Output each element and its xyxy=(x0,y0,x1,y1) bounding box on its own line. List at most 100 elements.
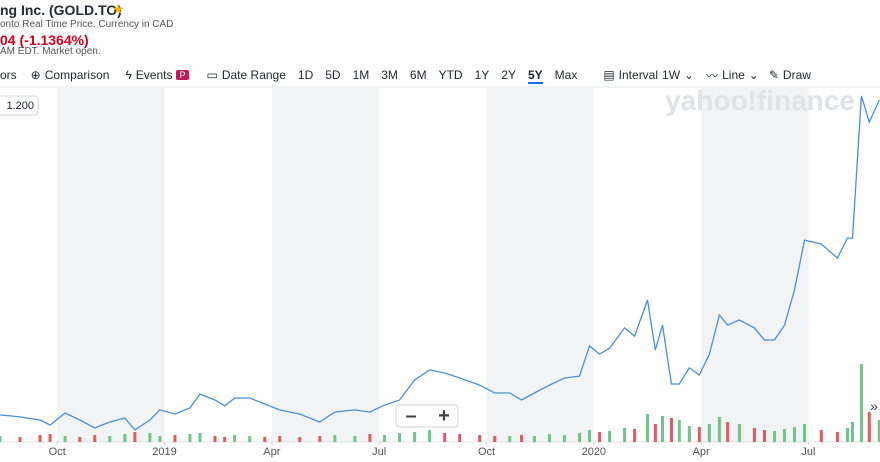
period-band xyxy=(701,88,809,442)
volume-bar xyxy=(48,434,52,442)
range-button[interactable]: 5D xyxy=(325,68,341,82)
date-range[interactable]: Date Range xyxy=(221,68,286,82)
range-button[interactable]: 1Y xyxy=(474,68,490,82)
volume-bar xyxy=(677,420,681,442)
volume-bar xyxy=(737,424,741,442)
price-label: 1.200 xyxy=(6,100,34,112)
volume-bar xyxy=(383,435,387,442)
volume-bar xyxy=(318,436,322,442)
volume-bar xyxy=(38,435,42,442)
interval[interactable]: Interval xyxy=(618,68,659,82)
volume-bar xyxy=(707,424,711,442)
caret: ⌄ xyxy=(684,68,695,82)
x-tick-label: 2020 xyxy=(582,446,606,458)
volume-bar xyxy=(845,428,849,442)
range-button[interactable]: 1M xyxy=(352,68,370,82)
volume-bar xyxy=(278,436,282,442)
title: ng Inc. (GOLD.TO) xyxy=(0,2,122,18)
volume-bar xyxy=(188,434,192,442)
volume-bar xyxy=(697,427,701,442)
volume-bar xyxy=(298,437,302,442)
scroll-arrow: » xyxy=(870,398,878,414)
volume-bar xyxy=(819,430,823,442)
volume-bar xyxy=(213,436,217,442)
volume-bar xyxy=(850,422,854,442)
volume-bar xyxy=(263,437,267,442)
volume-bar xyxy=(547,434,551,442)
volume-bar xyxy=(717,417,721,442)
volume-bar xyxy=(78,437,82,442)
range-button[interactable]: Max xyxy=(554,68,578,82)
volume-bar xyxy=(368,434,372,442)
period-band xyxy=(57,88,165,442)
star[interactable]: ★ xyxy=(112,1,125,17)
price-line xyxy=(0,95,880,431)
zoom-box xyxy=(395,404,459,428)
subtitle: onto Real Time Price. Currency in CAD xyxy=(0,19,174,30)
volume-bar xyxy=(772,431,776,442)
volume-bar xyxy=(588,430,592,442)
volume-bar xyxy=(93,435,97,442)
zoom-in: + xyxy=(438,405,450,427)
icon: ▭ xyxy=(206,68,218,82)
volume-bar xyxy=(752,428,756,442)
volume-bar xyxy=(223,437,227,442)
events-badge: P xyxy=(176,70,189,80)
comparison[interactable]: Comparison xyxy=(44,68,110,82)
ranges: 1D 5D 1M 3M 6M YTD 1Y 2Y 5Y Max xyxy=(292,68,583,84)
volume-bar xyxy=(726,422,730,442)
volume-bar xyxy=(173,435,177,442)
interval-value[interactable]: 1W xyxy=(662,68,681,82)
range-button[interactable]: 1D xyxy=(297,68,314,82)
caret: ⌄ xyxy=(748,68,759,82)
volume-bar xyxy=(835,432,839,442)
x-tick-label: Apr xyxy=(263,446,280,458)
volume-bar xyxy=(248,436,252,442)
range-button[interactable]: 3M xyxy=(381,68,398,82)
volume-bar xyxy=(661,416,665,442)
status: AM EDT. Market open. xyxy=(0,46,101,57)
toolbar: ors ⊕ Comparison ϟ Events P ▭ Date Range 1D… xyxy=(0,66,815,84)
volume-bar xyxy=(793,427,797,442)
icon: 〰 xyxy=(706,68,719,83)
range-button[interactable]: YTD xyxy=(438,68,463,82)
line[interactable]: Line xyxy=(722,68,745,82)
period-band xyxy=(271,88,380,442)
range-button[interactable]: 2Y xyxy=(501,68,516,82)
volume-bar xyxy=(623,428,627,442)
period-band xyxy=(486,88,594,442)
volume-bar xyxy=(458,434,462,442)
change: 04 (-1.1364%) xyxy=(0,32,89,48)
volume-bar xyxy=(520,435,524,442)
volume-bar xyxy=(645,414,649,442)
events[interactable]: Events xyxy=(135,68,173,82)
range-button[interactable]: 5Y xyxy=(527,68,543,84)
volume-bar xyxy=(633,429,637,442)
volume-bar xyxy=(867,412,871,442)
volume-bar xyxy=(333,435,337,442)
volume-bar xyxy=(123,434,127,442)
x-tick-label: Apr xyxy=(693,446,710,458)
volume-bar xyxy=(0,436,2,442)
volume-bar xyxy=(598,432,602,442)
zoom-out: – xyxy=(405,405,416,427)
x-tick-label: Oct xyxy=(49,446,66,458)
volume-bar xyxy=(653,424,657,442)
volume-bar xyxy=(413,432,417,442)
draw[interactable]: Draw xyxy=(782,68,811,82)
icon: ✎ xyxy=(768,68,779,82)
x-tick-label: Oct xyxy=(478,446,495,458)
volume-bar xyxy=(669,418,673,442)
range-button[interactable]: 6M xyxy=(409,68,427,82)
x-tick-label: Jul xyxy=(801,446,815,458)
indicators[interactable]: ors xyxy=(0,68,17,82)
icon: ▤ xyxy=(603,68,615,82)
volume-bar xyxy=(687,426,691,442)
volume-bar xyxy=(428,430,432,442)
volume-bar xyxy=(353,436,357,442)
volume-bar xyxy=(18,437,22,442)
volume-bar xyxy=(508,436,512,442)
volume-bar xyxy=(803,424,807,442)
x-tick-label: Jul xyxy=(372,446,386,458)
